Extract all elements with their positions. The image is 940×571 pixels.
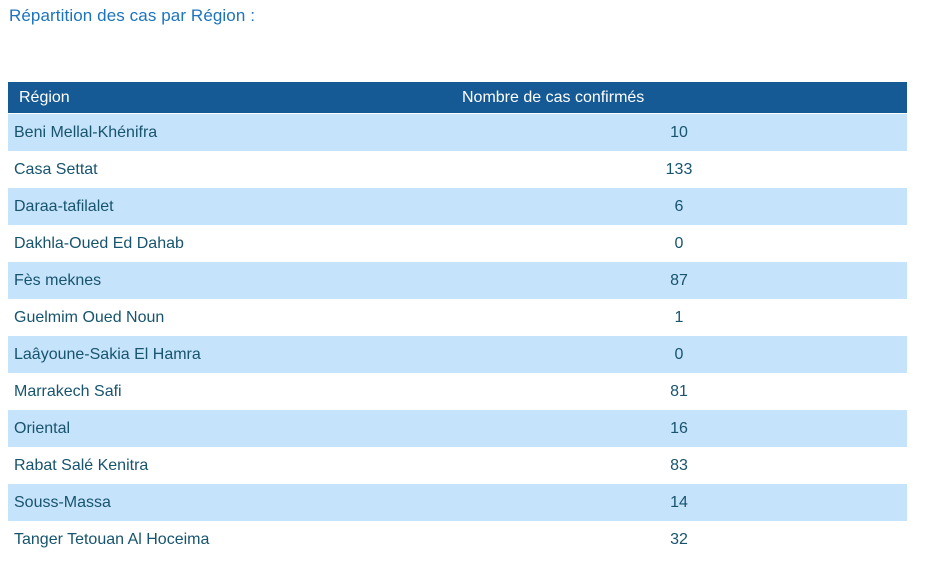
table-row: Oriental 16 <box>8 410 907 447</box>
column-header-cases: Nombre de cas confirmés <box>451 82 907 114</box>
region-cell: Fès meknes <box>8 262 451 299</box>
cases-cell: 16 <box>451 410 907 447</box>
page-title: Répartition des cas par Région : <box>9 6 256 25</box>
table-row: Casa Settat 133 <box>8 151 907 188</box>
table-header-row: Région Nombre de cas confirmés <box>8 82 907 114</box>
cases-cell: 10 <box>451 113 907 151</box>
cases-by-region-table: Région Nombre de cas confirmés Beni Mell… <box>8 82 907 558</box>
table-row: Marrakech Safi 81 <box>8 373 907 410</box>
cases-cell: 6 <box>451 188 907 225</box>
region-cell: Casa Settat <box>8 151 451 188</box>
table-body: Beni Mellal-Khénifra 10 Casa Settat 133 Dara… <box>8 113 907 558</box>
cases-cell: 87 <box>451 262 907 299</box>
table-row: Tanger Tetouan Al Hoceima 32 <box>8 521 907 558</box>
cases-cell: 0 <box>451 336 907 373</box>
region-cell: Daraa-tafilalet <box>8 188 451 225</box>
table-row: Souss-Massa 14 <box>8 484 907 521</box>
table-row: Rabat Salé Kenitra 83 <box>8 447 907 484</box>
region-cell: Oriental <box>8 410 451 447</box>
cases-cell: 83 <box>451 447 907 484</box>
cases-cell: 81 <box>451 373 907 410</box>
table-row: Dakhla-Oued Ed Dahab 0 <box>8 225 907 262</box>
region-cell: Tanger Tetouan Al Hoceima <box>8 521 451 558</box>
table-row: Laâyoune-Sakia El Hamra 0 <box>8 336 907 373</box>
region-cell: Souss-Massa <box>8 484 451 521</box>
region-cell: Laâyoune-Sakia El Hamra <box>8 336 451 373</box>
cases-cell: 0 <box>451 225 907 262</box>
cases-cell: 133 <box>451 151 907 188</box>
region-cell: Beni Mellal-Khénifra <box>8 113 451 151</box>
region-cell: Dakhla-Oued Ed Dahab <box>8 225 451 262</box>
table-row: Fès meknes 87 <box>8 262 907 299</box>
table-row: Guelmim Oued Noun 1 <box>8 299 907 336</box>
cases-cell: 32 <box>451 521 907 558</box>
region-cell: Guelmim Oued Noun <box>8 299 451 336</box>
column-header-region: Région <box>8 82 451 114</box>
region-cell: Rabat Salé Kenitra <box>8 447 451 484</box>
region-cell: Marrakech Safi <box>8 373 451 410</box>
table-row: Daraa-tafilalet 6 <box>8 188 907 225</box>
table-row: Beni Mellal-Khénifra 10 <box>8 113 907 151</box>
cases-cell: 14 <box>451 484 907 521</box>
cases-cell: 1 <box>451 299 907 336</box>
